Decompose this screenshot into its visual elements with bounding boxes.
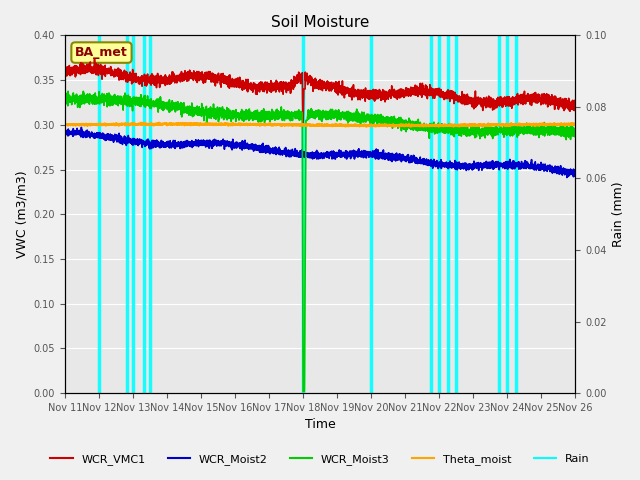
X-axis label: Time: Time <box>305 419 335 432</box>
Y-axis label: Rain (mm): Rain (mm) <box>612 181 625 247</box>
Y-axis label: VWC (m3/m3): VWC (m3/m3) <box>15 170 28 258</box>
Legend: WCR_VMC1, WCR_Moist2, WCR_Moist3, Theta_moist, Rain: WCR_VMC1, WCR_Moist2, WCR_Moist3, Theta_… <box>46 450 594 469</box>
Title: Soil Moisture: Soil Moisture <box>271 15 369 30</box>
Text: BA_met: BA_met <box>75 46 128 59</box>
